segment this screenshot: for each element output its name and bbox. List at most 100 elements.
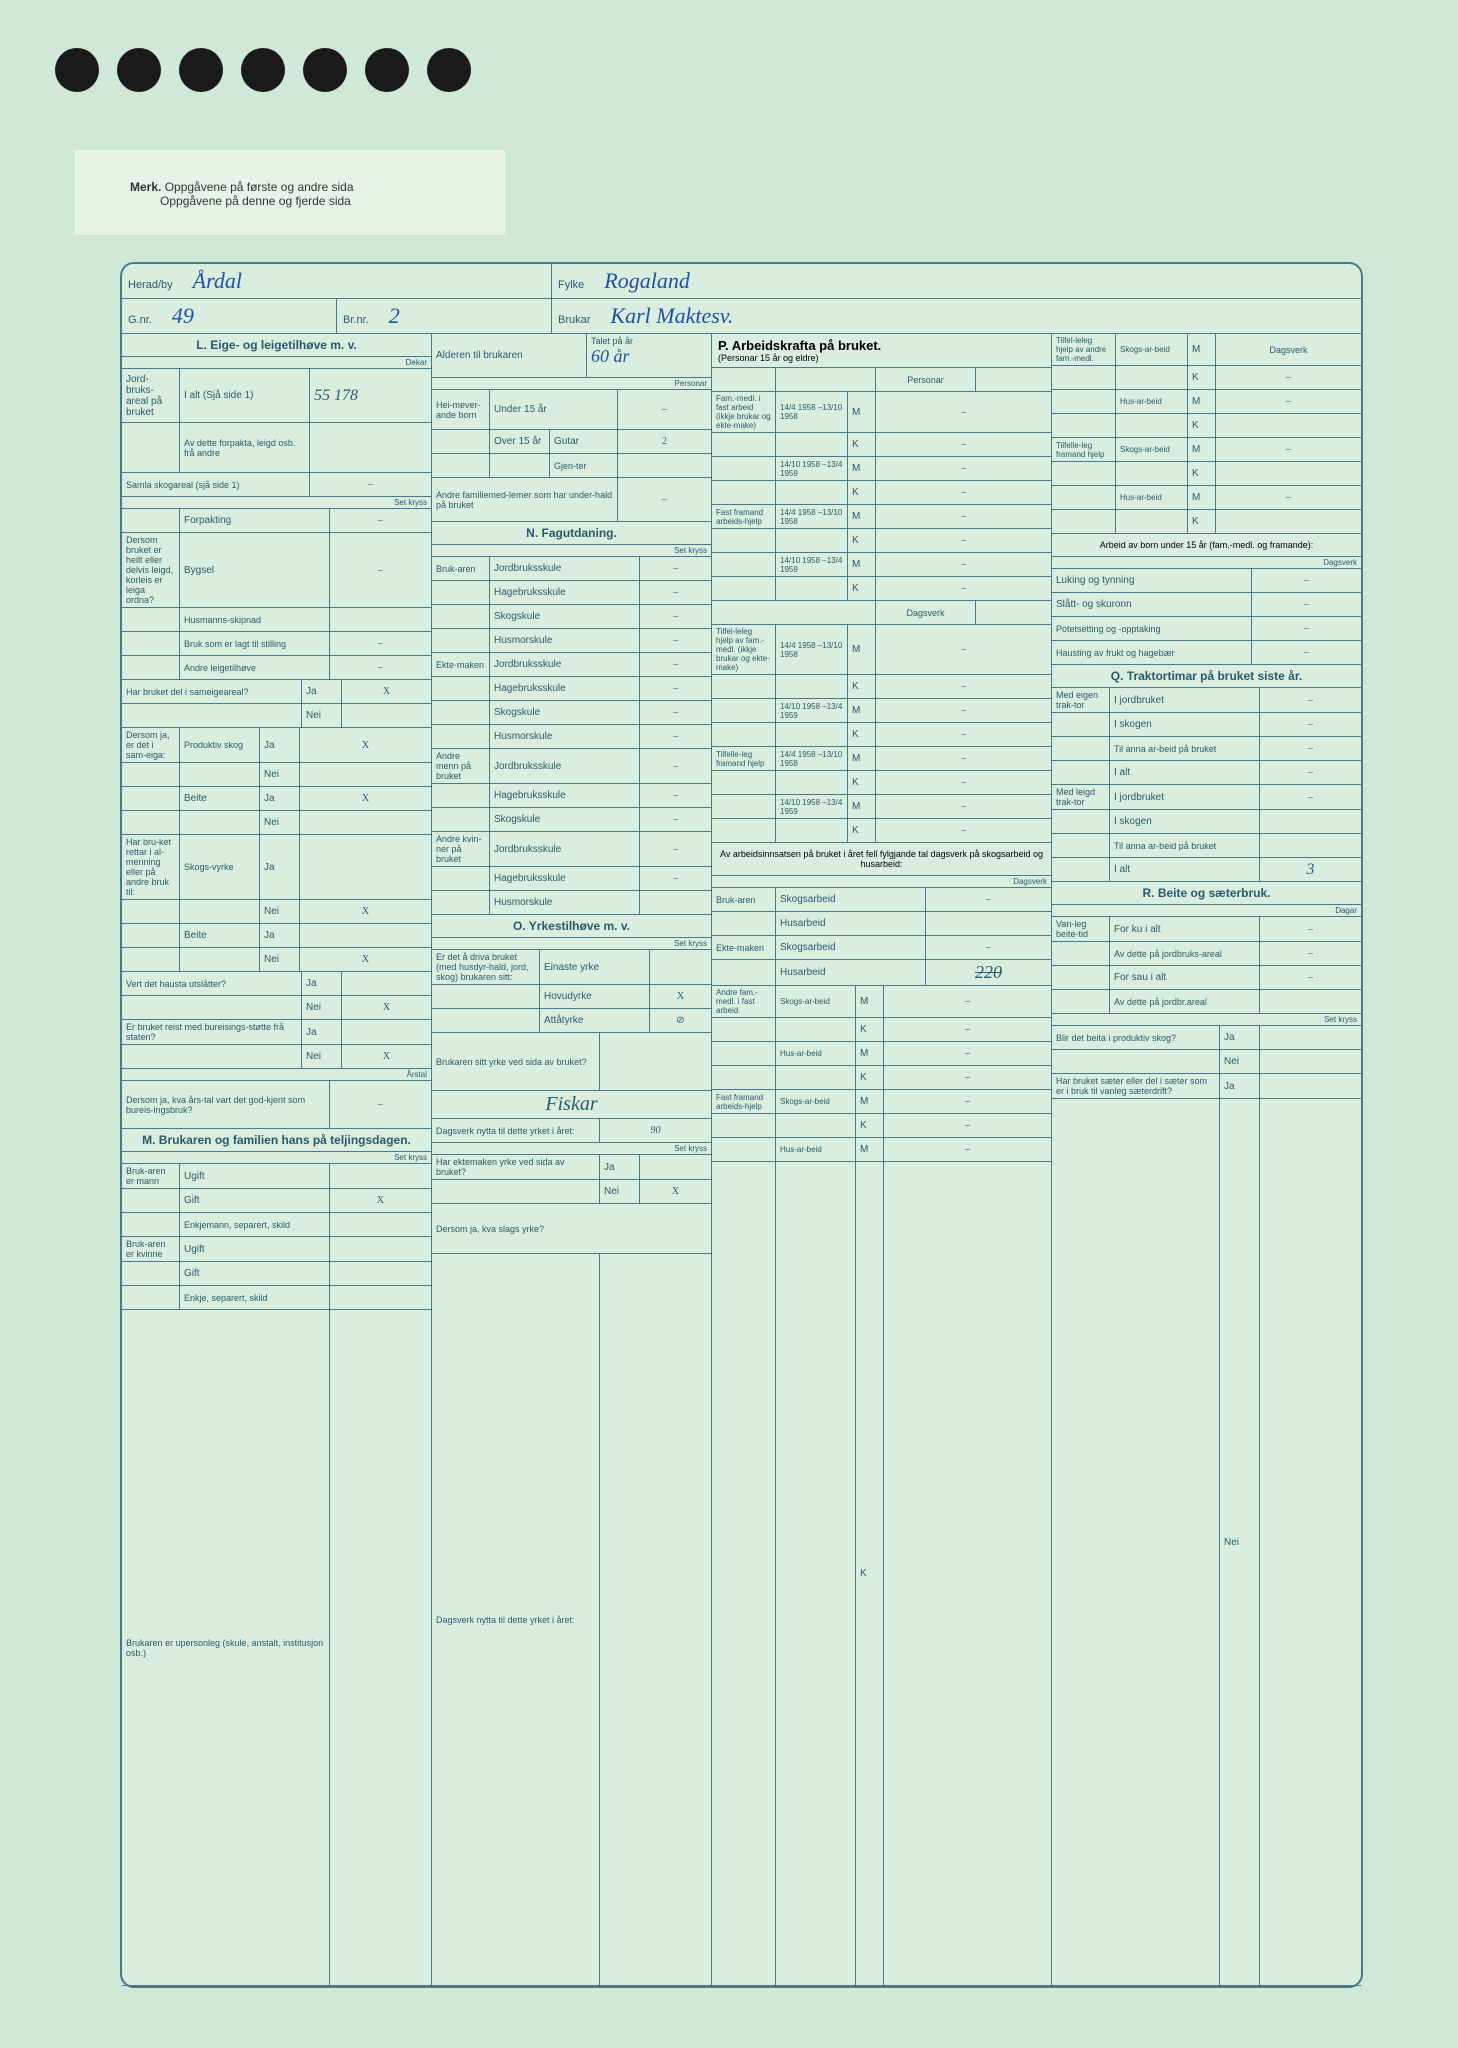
nei-label-r1: Nei (1220, 1050, 1260, 1073)
reist-label: Er bruket reist med bureisings-støtte fr… (122, 1020, 302, 1044)
section-P-sub: (Personar 15 år og eldre) (718, 353, 1045, 363)
luking-label: Luking og tynning (1052, 569, 1252, 592)
ja-label-7: Ja (302, 1020, 342, 1044)
n-v10: – (640, 808, 711, 831)
erdet-label: Er det å driva bruket (med husdyr-hald, … (432, 950, 540, 984)
herad-value: Årdal (193, 268, 242, 294)
k-r2: K (1188, 414, 1216, 437)
harekte-label: Har ektemaken yrke ved sida av bruket? (432, 1155, 600, 1179)
alder-value: 60 år (591, 346, 630, 367)
hjelp2-label: Tilfelle-leg framand hjelp (1052, 438, 1116, 461)
punch-holes (55, 48, 471, 92)
n-v6: – (640, 701, 711, 724)
fast-label: Fast framand arbeids-hjelp (712, 505, 776, 528)
q-jord-1: I jordbruket (1110, 688, 1260, 712)
gift-m-label: Gift (180, 1189, 330, 1212)
gift-m-x: X (330, 1189, 431, 1212)
dersom-text: Dersom bruket er heilt eller delvis leig… (122, 533, 180, 607)
andrefam-p-label: Andre fam.-medl. i fast arbeid (712, 986, 776, 1017)
personar-hint: Personar (432, 378, 711, 390)
hjelp1-label: Tilfel-leleg hjelp av andre fam.-medl. (1052, 334, 1116, 365)
ja-label-4: Ja (260, 835, 300, 899)
k-r1: K (1188, 366, 1216, 389)
n-r12: Hagebruksskule (490, 867, 640, 890)
dagsverk-hint-r: Dagsverk (1052, 557, 1361, 569)
setkryss-hint-3: Set kryss (432, 545, 711, 557)
merk-note: Merk. Oppgåvene på første og andre sida … (130, 180, 354, 208)
dersom-label (122, 509, 180, 532)
k-7: K (848, 771, 876, 794)
m-11: M (856, 1090, 884, 1113)
n-v5: – (640, 677, 711, 700)
forsau-label: For sau i alt (1110, 966, 1260, 989)
tilf-label: Tilfel-leleg hjelp av fam.-medl. (ikkje … (712, 625, 776, 674)
o15-label: Over 15 år (490, 430, 550, 453)
beite2-nei: X (300, 948, 431, 971)
u15-label: Under 15 år (490, 390, 618, 429)
leigd-label: Med leigd trak-tor (1052, 785, 1110, 809)
skogsar-a-label: Skogs-ar-beid (776, 986, 856, 1017)
avdku-label: Av dette på jordbruks-areal (1110, 942, 1260, 965)
merk-line1: Oppgåvene på første og andre sida (165, 180, 354, 194)
p58b-3: 14/10 1958 –13/4 1959 (776, 699, 848, 722)
p58a-2: 14/4 1958 –13/10 1958 (776, 505, 848, 528)
enkj-m-label: Enkjemann, separert, skild (180, 1213, 330, 1236)
harbruket-label: Har bruket del i sameigeareal? (122, 680, 302, 703)
ugift-k-label: Ugift (180, 1237, 330, 1261)
m-12: M (856, 1138, 884, 1161)
n-r1: Hagebruksskule (490, 581, 640, 604)
andrefam-label: Andre familiemed-lemer som har under-hal… (432, 478, 618, 521)
ektemaken-p-label: Ekte-maken (712, 936, 776, 959)
dersomjakva-label: Dersom ja, kva års-tal vart det god-kjen… (122, 1081, 330, 1128)
prod-label: Produktiv skog (180, 728, 260, 762)
m-10: M (856, 1042, 884, 1065)
n-r7: Husmorskule (490, 725, 640, 748)
k-12: K (856, 1162, 884, 1985)
sittyrke-label: Brukaren sitt yrke ved sida av bruket? (432, 1033, 600, 1090)
nei-label-6: Nei (302, 996, 342, 1019)
skogsv-label: Skogs-vyrke (180, 835, 260, 899)
ekte-n-label: Ekte-maken (432, 653, 490, 676)
brnr-value: 2 (389, 303, 400, 329)
m-7: M (848, 747, 876, 770)
dagsverk2-label: Dagsverk nytta til dette yrket i året: (432, 1254, 600, 1985)
nei-label-1: Nei (302, 704, 342, 727)
att-x: ⊘ (650, 1009, 711, 1032)
beite-label: Beite (180, 787, 260, 810)
skogsar-h1-label: Skogs-ar-beid (1116, 334, 1188, 365)
enkje-k-label: Enkje, separert, skild (180, 1286, 330, 1309)
harseter-label: Har bruket sæter eller del i sæter som e… (1052, 1074, 1220, 1098)
haust-label: Hausting av frukt og hagebær (1052, 641, 1252, 664)
gutar-value: 2 (618, 430, 711, 453)
n-v4: – (640, 653, 711, 676)
ja-label-2: Ja (260, 728, 300, 762)
slatt-label: Slått- og skuronn (1052, 593, 1252, 616)
brukar-value: Karl Maktesv. (610, 303, 733, 329)
k-4: K (848, 577, 876, 600)
m-8: M (848, 795, 876, 818)
ja-label-r2: Ja (1220, 1074, 1260, 1098)
dekar-hint: Dekar (122, 357, 431, 369)
hovud-x: X (650, 985, 711, 1008)
q-skog-1: I skogen (1110, 713, 1260, 736)
setkryss-hint-6: Set kryss (1052, 1014, 1361, 1026)
upers-label: Brukaren er upersonleg (skule, anstalt, … (122, 1310, 330, 1985)
ja-label-6: Ja (302, 972, 342, 995)
p58b-2: 14/10 1958 –13/4 1959 (776, 553, 848, 576)
taletpa-label: Talet på år (591, 336, 633, 346)
gutar-label: Gutar (550, 430, 618, 453)
brukk-label: Bruk-aren er kvinne (122, 1237, 180, 1261)
k-r3: K (1188, 462, 1216, 485)
verthausta-nei: X (342, 996, 431, 1019)
n-r5: Hagebruksskule (490, 677, 640, 700)
brukaren-p-label: Bruk-aren (712, 888, 776, 911)
k-r4: K (1188, 510, 1216, 533)
n-v3: – (640, 629, 711, 652)
n-r2: Skogskule (490, 605, 640, 628)
hovud-label: Hovudyrke (540, 985, 650, 1008)
husar-a-label: Hus-ar-beid (776, 1042, 856, 1065)
n-r6: Skogskule (490, 701, 640, 724)
blir-label: Blir det beita i produktiv skog? (1052, 1026, 1220, 1049)
dagsverk-hint: Dagsverk (712, 876, 1051, 888)
arstal-hint: Årstal (122, 1069, 431, 1081)
